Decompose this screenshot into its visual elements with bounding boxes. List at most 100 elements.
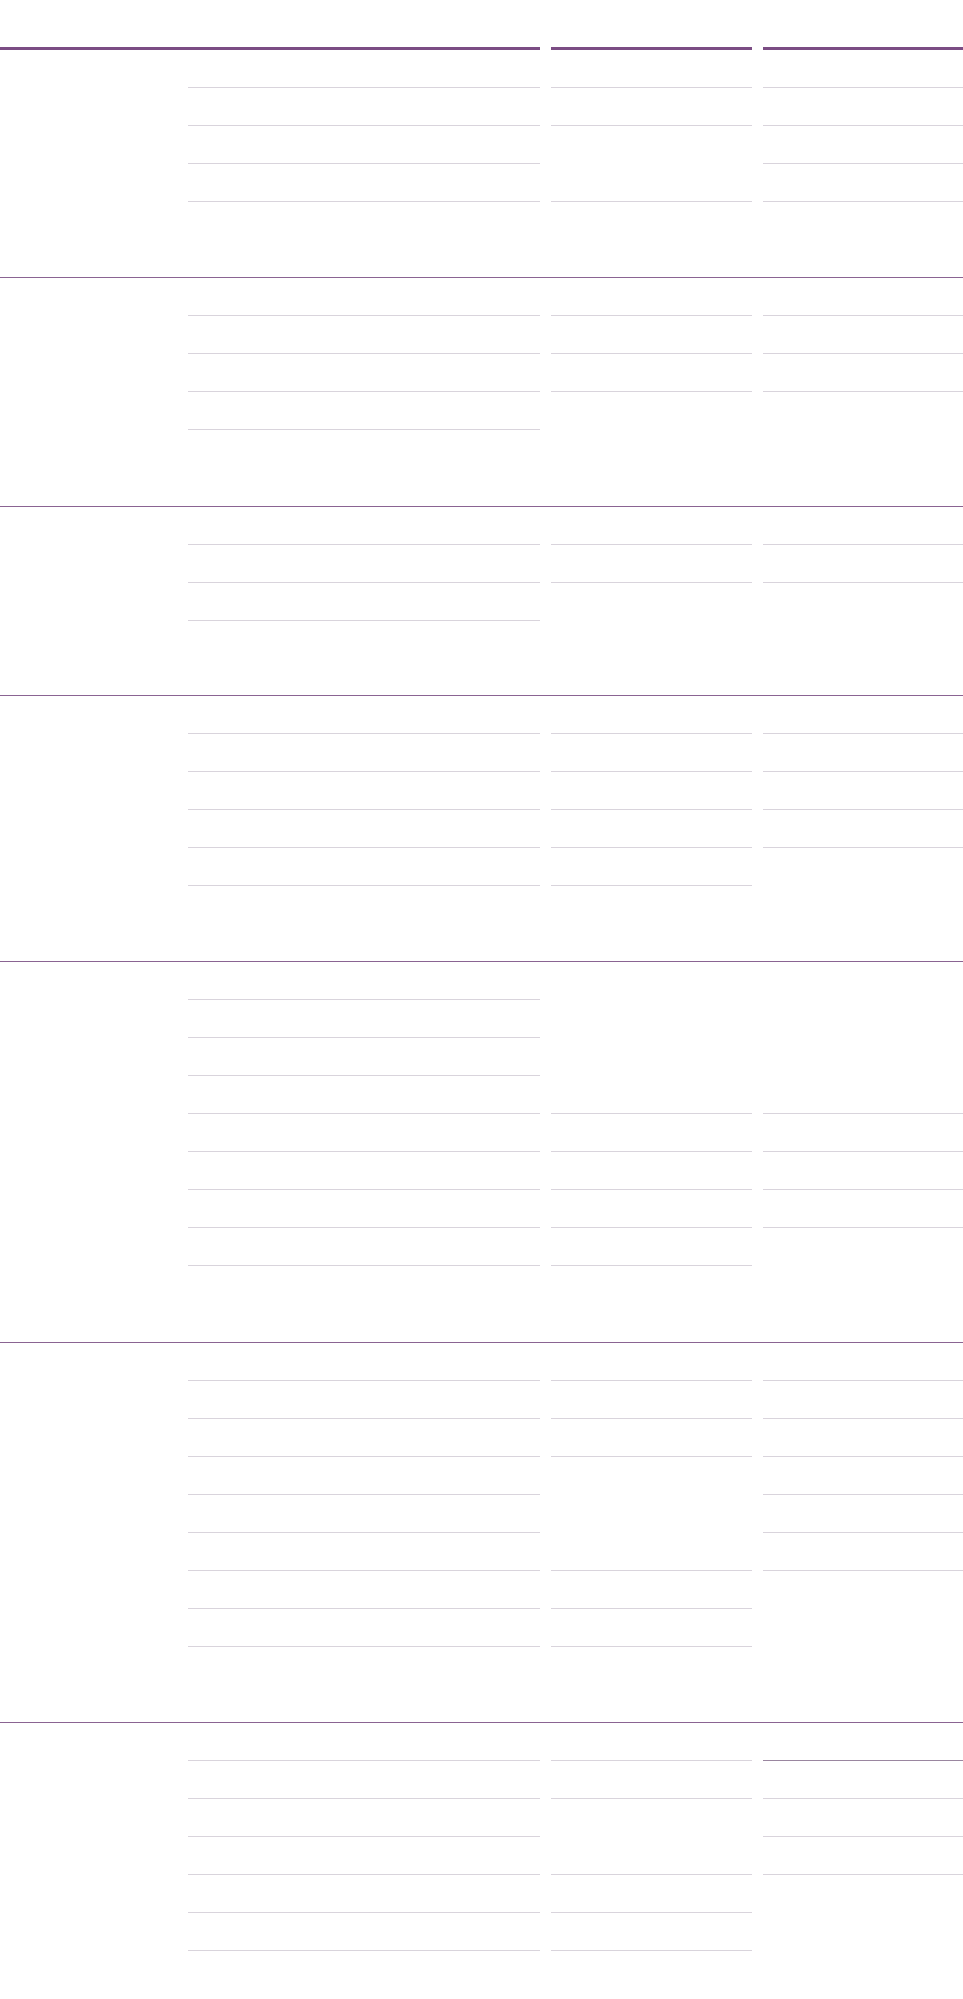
row-rule-38-col2 — [551, 1950, 752, 1951]
row-rule-7-col3 — [763, 391, 963, 392]
row-rule-23-col1 — [188, 1227, 540, 1228]
row-rule-12-col1 — [188, 733, 540, 734]
row-rule-12-col3 — [763, 733, 963, 734]
row-rule-36-col3 — [763, 1874, 963, 1875]
section-divider-5 — [0, 1342, 963, 1343]
row-rule-22-col3 — [763, 1189, 963, 1190]
row-rule-19-col1 — [188, 1075, 540, 1076]
row-rule-23-col2 — [551, 1227, 752, 1228]
row-rule-2-col2 — [551, 125, 752, 126]
row-rule-16-col2 — [551, 885, 752, 886]
row-rule-4-col3 — [763, 201, 963, 202]
header-rule-col2 — [551, 47, 752, 50]
row-rule-24-col1 — [188, 1265, 540, 1266]
row-rule-10-col3 — [763, 582, 963, 583]
row-rule-28-col1 — [188, 1494, 540, 1495]
row-rule-27-col3 — [763, 1456, 963, 1457]
row-rule-29-col3 — [763, 1532, 963, 1533]
row-rule-16-col1 — [188, 885, 540, 886]
row-rule-34-col2 — [551, 1798, 752, 1799]
row-rule-10-col1 — [188, 582, 540, 583]
header-rule-col3 — [763, 47, 963, 50]
row-rule-1-col1 — [188, 87, 540, 88]
row-rule-15-col2 — [551, 847, 752, 848]
row-rule-38-col1 — [188, 1950, 540, 1951]
row-rule-24-col2 — [551, 1265, 752, 1266]
row-rule-9-col3 — [763, 544, 963, 545]
row-rule-9-col2 — [551, 544, 752, 545]
row-rule-27-col2 — [551, 1456, 752, 1457]
row-rule-30-col2 — [551, 1570, 752, 1571]
row-rule-14-col1 — [188, 809, 540, 810]
row-rule-1-col3 — [763, 87, 963, 88]
row-rule-4-col2 — [551, 201, 752, 202]
row-rule-37-col2 — [551, 1912, 752, 1913]
row-rule-20-col2 — [551, 1113, 752, 1114]
row-rule-14-col3 — [763, 809, 963, 810]
row-rule-22-col1 — [188, 1189, 540, 1190]
row-rule-8-col1 — [188, 429, 540, 430]
row-rule-10-col2 — [551, 582, 752, 583]
row-rule-33-col3 — [763, 1760, 963, 1761]
row-rule-30-col3 — [763, 1570, 963, 1571]
row-rule-7-col2 — [551, 391, 752, 392]
row-rule-34-col1 — [188, 1798, 540, 1799]
row-rule-6-col1 — [188, 353, 540, 354]
row-rule-21-col1 — [188, 1151, 540, 1152]
row-rule-36-col2 — [551, 1874, 752, 1875]
row-rule-28-col3 — [763, 1494, 963, 1495]
header-rule-col1 — [0, 47, 540, 50]
row-rule-11-col1 — [188, 620, 540, 621]
row-rule-14-col2 — [551, 809, 752, 810]
row-rule-18-col1 — [188, 1037, 540, 1038]
row-rule-3-col1 — [188, 163, 540, 164]
row-rule-31-col2 — [551, 1608, 752, 1609]
row-rule-15-col3 — [763, 847, 963, 848]
row-rule-26-col3 — [763, 1418, 963, 1419]
row-rule-25-col1 — [188, 1380, 540, 1381]
row-rule-13-col1 — [188, 771, 540, 772]
row-rule-34-col3 — [763, 1798, 963, 1799]
section-divider-2 — [0, 506, 963, 507]
row-rule-3-col3 — [763, 163, 963, 164]
section-divider-6 — [0, 1722, 963, 1723]
row-rule-33-col1 — [188, 1760, 540, 1761]
row-rule-1-col2 — [551, 87, 752, 88]
row-rule-5-col2 — [551, 315, 752, 316]
row-rule-4-col1 — [188, 201, 540, 202]
row-rule-5-col1 — [188, 315, 540, 316]
row-rule-33-col2 — [551, 1760, 752, 1761]
row-rule-6-col2 — [551, 353, 752, 354]
row-rule-36-col1 — [188, 1874, 540, 1875]
row-rule-26-col1 — [188, 1418, 540, 1419]
row-rule-13-col3 — [763, 771, 963, 772]
row-rule-5-col3 — [763, 315, 963, 316]
row-rule-23-col3 — [763, 1227, 963, 1228]
row-rule-29-col1 — [188, 1532, 540, 1533]
row-rule-25-col3 — [763, 1380, 963, 1381]
row-rule-35-col3 — [763, 1836, 963, 1837]
row-rule-32-col1 — [188, 1646, 540, 1647]
row-rule-32-col2 — [551, 1646, 752, 1647]
row-rule-15-col1 — [188, 847, 540, 848]
section-divider-3 — [0, 695, 963, 696]
row-rule-26-col2 — [551, 1418, 752, 1419]
row-rule-21-col3 — [763, 1151, 963, 1152]
row-rule-30-col1 — [188, 1570, 540, 1571]
row-rule-22-col2 — [551, 1189, 752, 1190]
row-rule-20-col1 — [188, 1113, 540, 1114]
row-rule-37-col1 — [188, 1912, 540, 1913]
row-rule-31-col1 — [188, 1608, 540, 1609]
row-rule-2-col1 — [188, 125, 540, 126]
row-rule-17-col1 — [188, 999, 540, 1000]
row-rule-27-col1 — [188, 1456, 540, 1457]
section-divider-4 — [0, 961, 963, 962]
row-rule-2-col3 — [763, 125, 963, 126]
row-rule-7-col1 — [188, 391, 540, 392]
row-rule-9-col1 — [188, 544, 540, 545]
row-rule-35-col1 — [188, 1836, 540, 1837]
section-divider-1 — [0, 277, 963, 278]
row-rule-12-col2 — [551, 733, 752, 734]
row-rule-21-col2 — [551, 1151, 752, 1152]
row-rule-13-col2 — [551, 771, 752, 772]
